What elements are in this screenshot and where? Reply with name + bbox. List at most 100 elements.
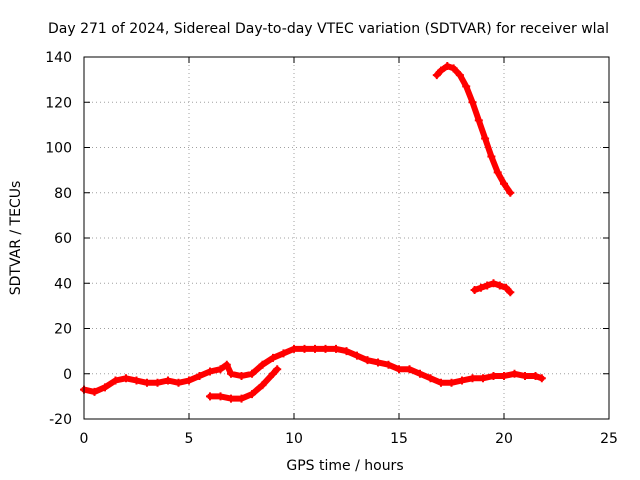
data-point (489, 279, 498, 288)
data-point (216, 365, 225, 374)
y-tick-label: 120 (45, 95, 72, 111)
data-point (222, 360, 231, 369)
data-point (384, 360, 393, 369)
data-point (489, 372, 498, 381)
series-mid-arc (470, 279, 515, 297)
data-point (332, 344, 340, 353)
data-point (506, 188, 515, 197)
grid (84, 57, 609, 419)
axis-ticks: 0 5 10 15 20 25 -20 0 20 40 60 80 100 120 140 (45, 50, 618, 447)
y-tick-label: 60 (54, 231, 72, 247)
series-high-arc (432, 62, 515, 197)
y-tick-label: 20 (54, 322, 72, 338)
data-point (248, 369, 256, 378)
data-point (216, 392, 225, 401)
x-tick-label: 5 (185, 431, 194, 447)
data-point (405, 365, 414, 374)
data-point (426, 374, 435, 383)
data-point (432, 71, 441, 80)
data-point (437, 378, 445, 387)
data-point (506, 288, 515, 297)
y-axis-label: SDTVAR / TECUs (8, 181, 24, 296)
x-tick-label: 25 (600, 431, 618, 447)
data-point (510, 369, 519, 378)
data-point (237, 394, 246, 403)
data-point (416, 369, 424, 378)
data-point (206, 367, 214, 376)
series-trace (433, 63, 514, 196)
data-point (447, 378, 456, 387)
data-point (111, 376, 120, 385)
data-point (273, 365, 282, 374)
data-point (462, 82, 471, 91)
data-point (537, 374, 546, 383)
data-point (311, 344, 319, 353)
series-main-arc (80, 344, 546, 396)
data-point (481, 134, 490, 143)
data-point (374, 358, 382, 367)
y-tick-label: 0 (63, 367, 72, 383)
data-point (521, 372, 529, 381)
data-point (395, 365, 403, 374)
x-tick-label: 0 (80, 431, 89, 447)
data-point (479, 374, 487, 383)
y-tick-label: 100 (45, 141, 72, 157)
data-point (455, 71, 464, 80)
data-point (122, 374, 130, 383)
x-tick-label: 10 (285, 431, 303, 447)
data-point (493, 168, 502, 177)
data-point (237, 372, 246, 381)
data-point (248, 390, 256, 399)
data-point (269, 369, 277, 378)
data-point (483, 281, 492, 290)
data-point (487, 152, 496, 161)
data-point (437, 66, 445, 75)
data-point (476, 283, 485, 292)
data-point (143, 378, 151, 387)
data-point (195, 372, 204, 381)
data-point (502, 283, 511, 292)
data-point (449, 64, 458, 73)
data-point (300, 344, 309, 353)
plot-frame (83, 56, 610, 420)
data-point (353, 351, 361, 360)
data-points (80, 62, 546, 403)
data-point (269, 353, 277, 362)
data-point (279, 349, 288, 358)
data-point (206, 392, 214, 401)
data-point (458, 376, 466, 385)
data-point (258, 381, 267, 390)
data-point (290, 344, 298, 353)
series-low-arc (206, 365, 282, 403)
data-point (468, 98, 477, 107)
data-point (164, 376, 172, 385)
data-point (500, 372, 508, 381)
data-point (468, 374, 477, 383)
data-point (363, 356, 372, 365)
chart-title: Day 271 of 2024, Sidereal Day-to-day VTE… (48, 21, 609, 37)
data-point (258, 360, 267, 369)
data-point (132, 376, 141, 385)
data-point (470, 286, 479, 295)
data-point (321, 344, 330, 353)
x-axis-label: GPS time / hours (286, 458, 403, 474)
data-point (185, 376, 193, 385)
data-point (342, 347, 351, 356)
y-tick-label: -20 (49, 412, 72, 428)
x-tick-label: 20 (495, 431, 513, 447)
data-point (227, 369, 235, 378)
series-trace (81, 345, 545, 395)
data-point (474, 116, 483, 125)
y-tick-label: 140 (45, 50, 72, 66)
data-point (153, 378, 162, 387)
data-point (227, 394, 235, 403)
data-point (443, 62, 452, 71)
x-tick-label: 15 (390, 431, 408, 447)
data-point (500, 179, 508, 188)
y-tick-label: 80 (54, 186, 72, 202)
data-point (101, 383, 109, 392)
data-point (495, 281, 504, 290)
data-point (174, 378, 183, 387)
data-point (531, 372, 540, 381)
